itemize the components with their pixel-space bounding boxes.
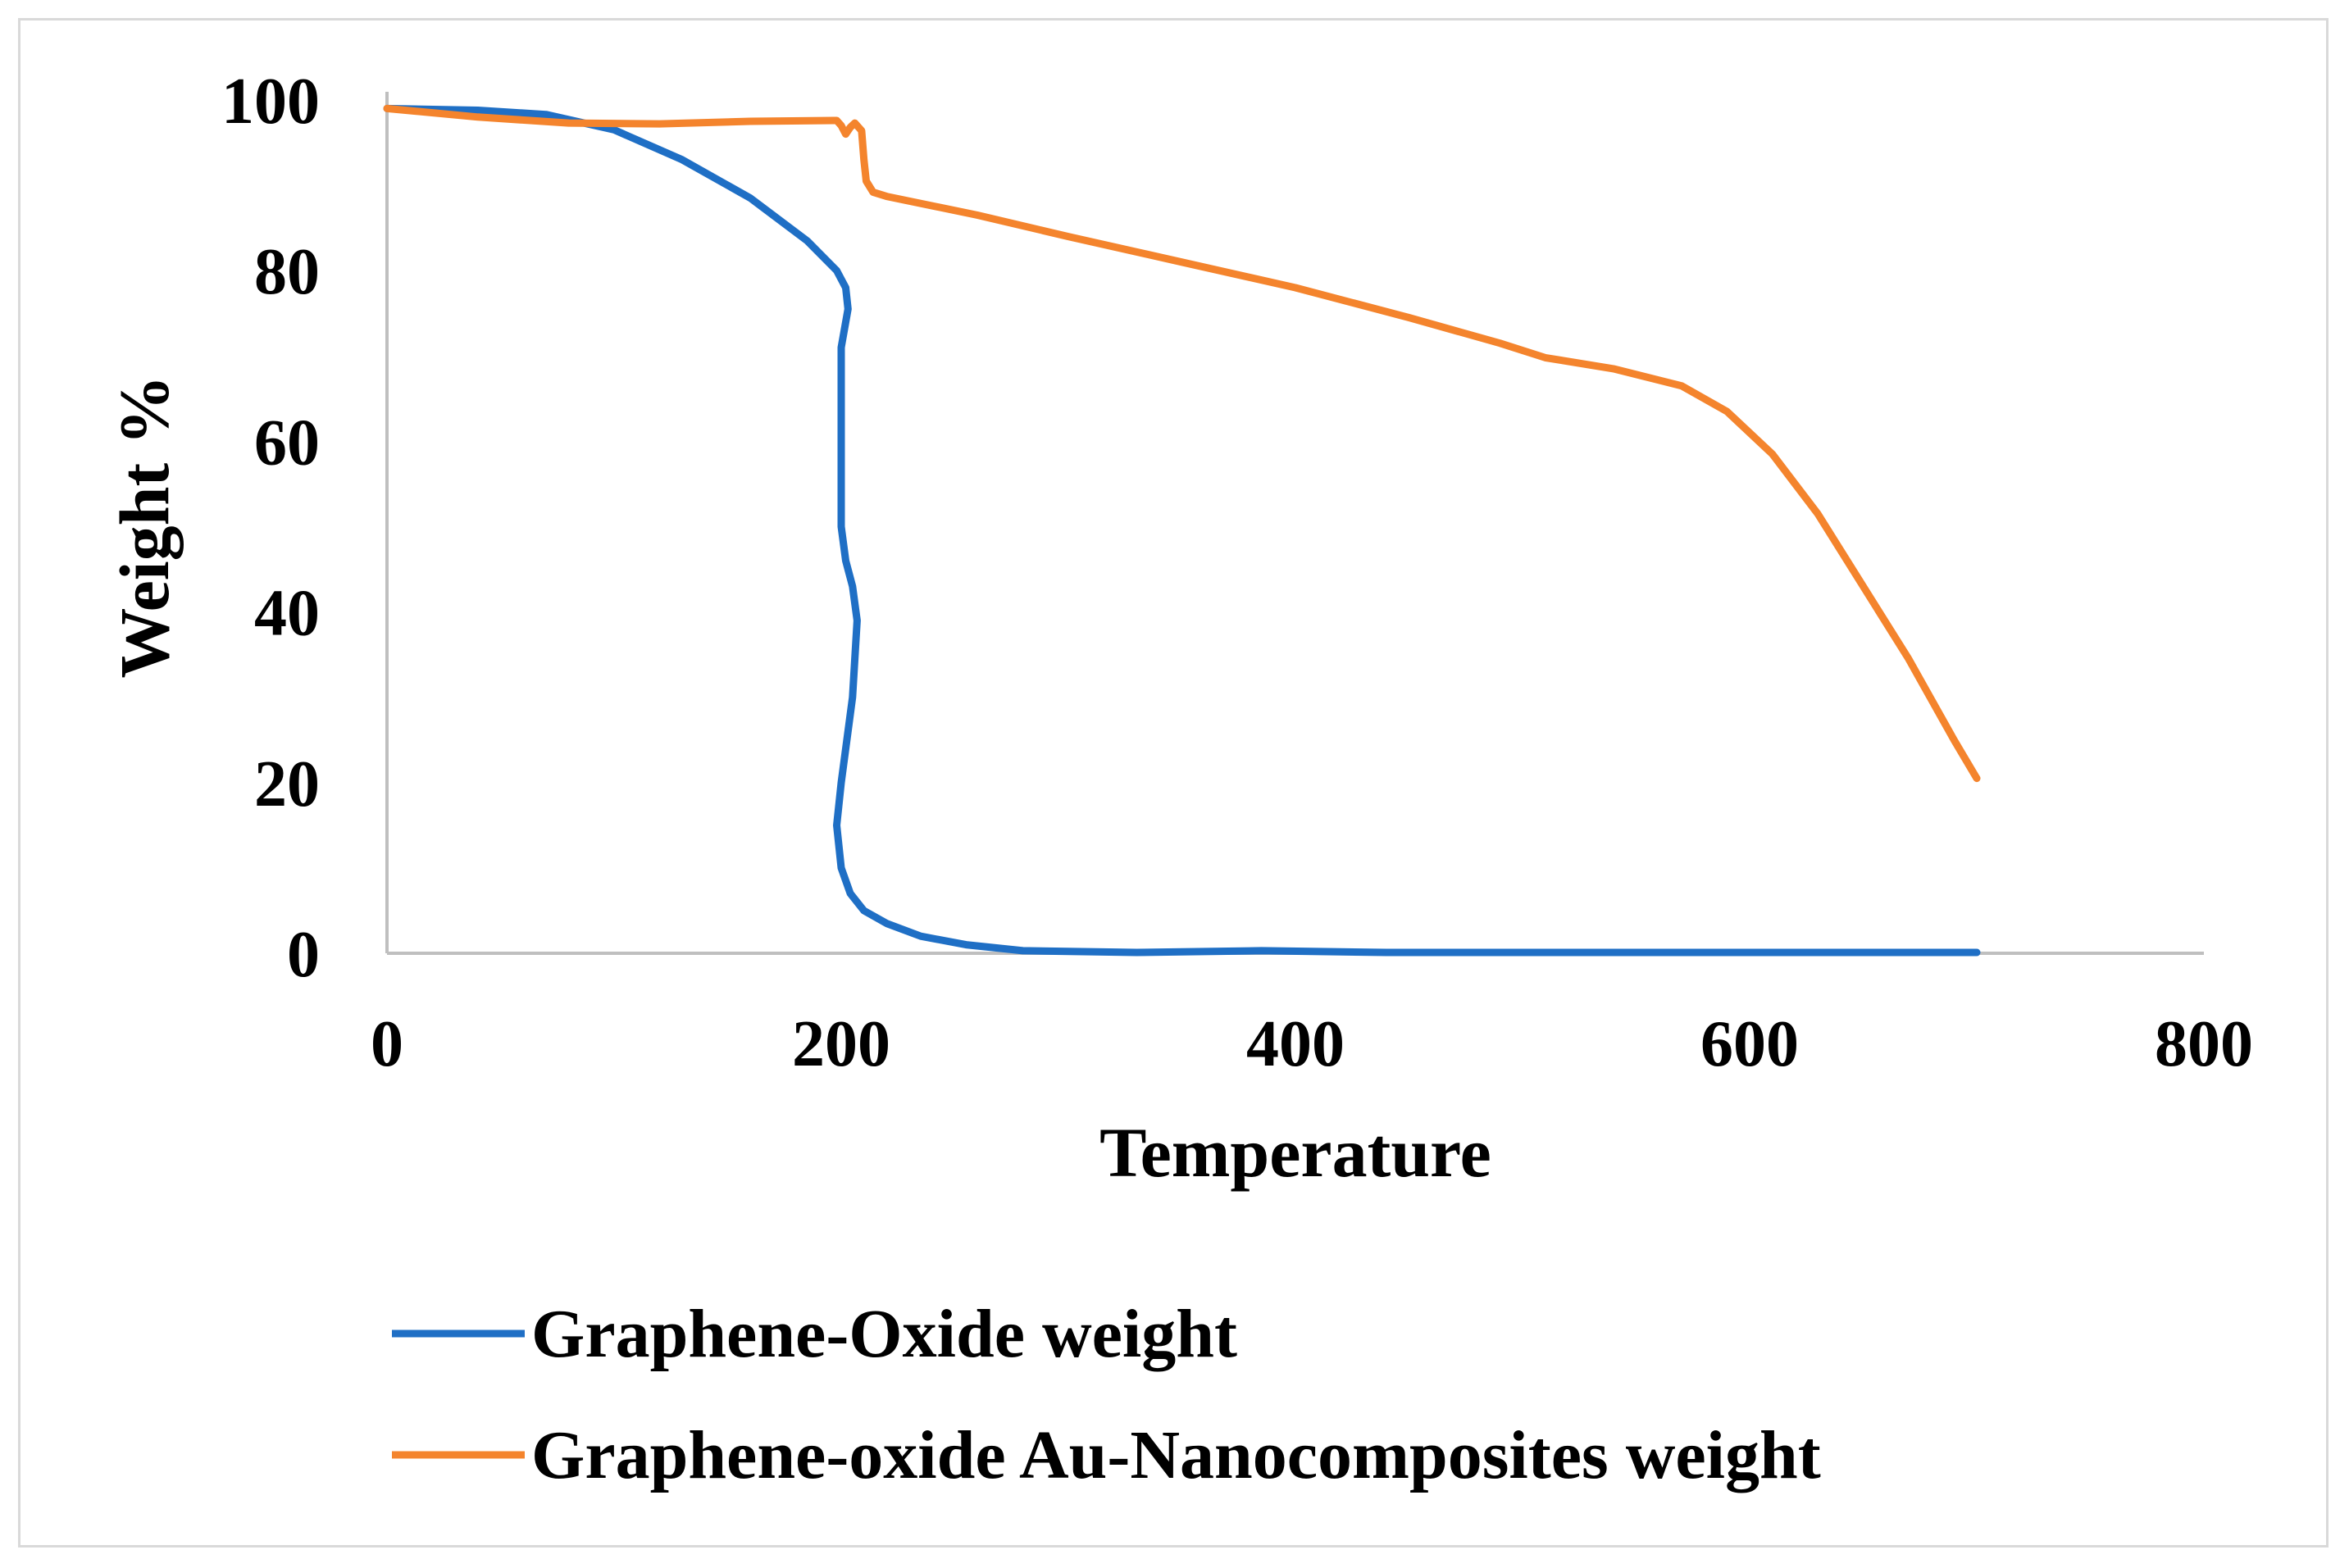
x-tick-label: 0 bbox=[371, 1008, 403, 1080]
series-line-1 bbox=[383, 104, 1981, 783]
legend: Graphene-Oxide weight Graphene-oxide Au-… bbox=[392, 1296, 1821, 1493]
y-tick-label: 20 bbox=[254, 748, 320, 820]
legend-label-graphene-oxide: Graphene-Oxide weight bbox=[531, 1296, 1237, 1372]
tick-labels: 0 200 400 600 800 0 20 40 60 80 100 bbox=[221, 66, 2253, 1080]
x-tick-label: 400 bbox=[1246, 1008, 1345, 1080]
y-tick-label: 60 bbox=[254, 407, 320, 479]
y-axis-title: Weight % bbox=[105, 375, 184, 678]
y-tick-label: 100 bbox=[221, 66, 320, 138]
chart-axes bbox=[385, 92, 2204, 955]
legend-label-graphene-oxide-au: Graphene-oxide Au-Nanocomposites weight bbox=[531, 1417, 1821, 1493]
x-axis-title: Temperature bbox=[1099, 1113, 1491, 1192]
legend-item-graphene-oxide: Graphene-Oxide weight bbox=[392, 1296, 1237, 1372]
y-tick-label: 0 bbox=[287, 919, 320, 991]
chart-frame bbox=[18, 18, 2329, 1548]
x-tick-label: 200 bbox=[792, 1008, 890, 1080]
x-tick-label: 800 bbox=[2155, 1008, 2253, 1080]
y-tick-label: 80 bbox=[254, 236, 320, 308]
x-tick-label: 600 bbox=[1700, 1008, 1799, 1080]
legend-item-graphene-oxide-au: Graphene-oxide Au-Nanocomposites weight bbox=[392, 1417, 1821, 1493]
series-line-0 bbox=[383, 104, 1981, 957]
y-tick-label: 40 bbox=[254, 578, 320, 650]
series-layer bbox=[383, 104, 1981, 957]
